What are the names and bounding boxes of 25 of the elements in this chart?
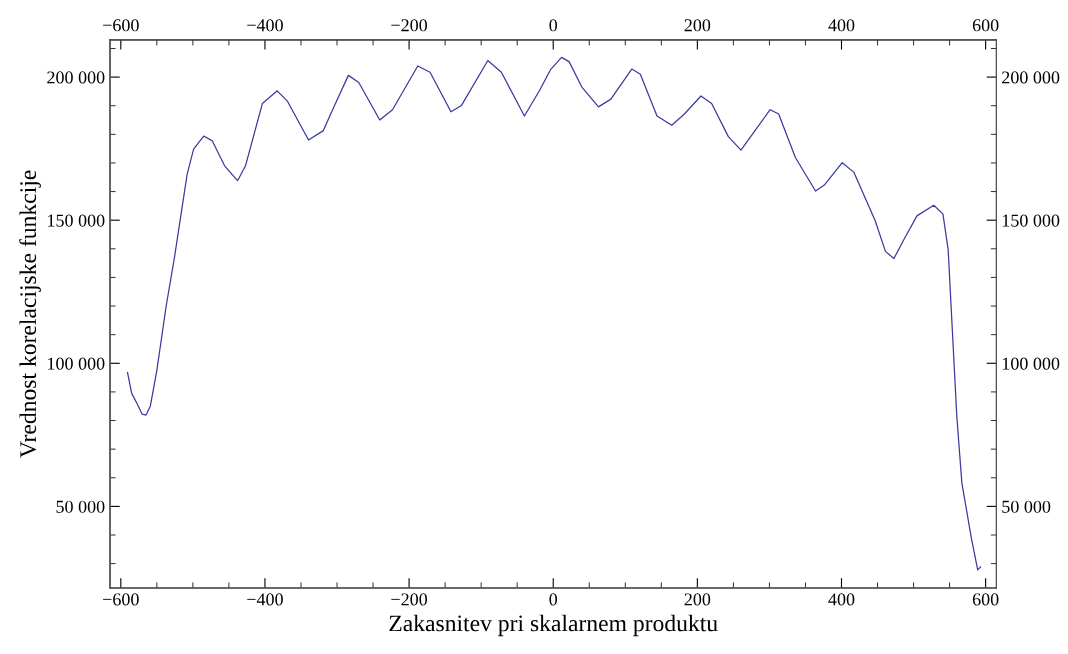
y-tick-label: 200 000 (47, 71, 105, 84)
x-tick-label: 200 (684, 593, 711, 606)
x2-tick-label: 0 (549, 19, 558, 32)
y-tick-label: 100 000 (48, 357, 105, 370)
y2-tick-label: 150 000 (1002, 214, 1060, 227)
y2-tick-label: 100 000 (1002, 357, 1060, 370)
x2-tick-label: 200 (684, 19, 711, 32)
y2-tick-label: 200 000 (1002, 71, 1060, 84)
x-tick-label: −400 (247, 593, 283, 606)
y-axis-title: Vrednost korelacijske funkcije (19, 170, 41, 458)
x2-tick-label: 400 (828, 19, 855, 32)
x2-tick-label: −200 (391, 19, 428, 32)
x2-tick-label: −400 (247, 19, 283, 32)
x-axis-title: Zakasnitev pri skalarnem produktu (389, 614, 718, 637)
line-series (126, 56, 982, 571)
y-tick-label: 50 000 (56, 500, 105, 513)
y2-tick-label: 50 000 (1002, 500, 1051, 513)
x-tick-label: 0 (549, 593, 558, 606)
x2-tick-label: 600 (972, 19, 999, 32)
x-tick-label: 400 (828, 593, 855, 606)
x-tick-label: −200 (391, 593, 428, 606)
y-tick-label: 150 000 (48, 214, 105, 227)
x-tick-label: −600 (103, 593, 139, 606)
x-tick-label: 600 (972, 593, 999, 606)
x2-tick-label: −600 (103, 19, 139, 32)
